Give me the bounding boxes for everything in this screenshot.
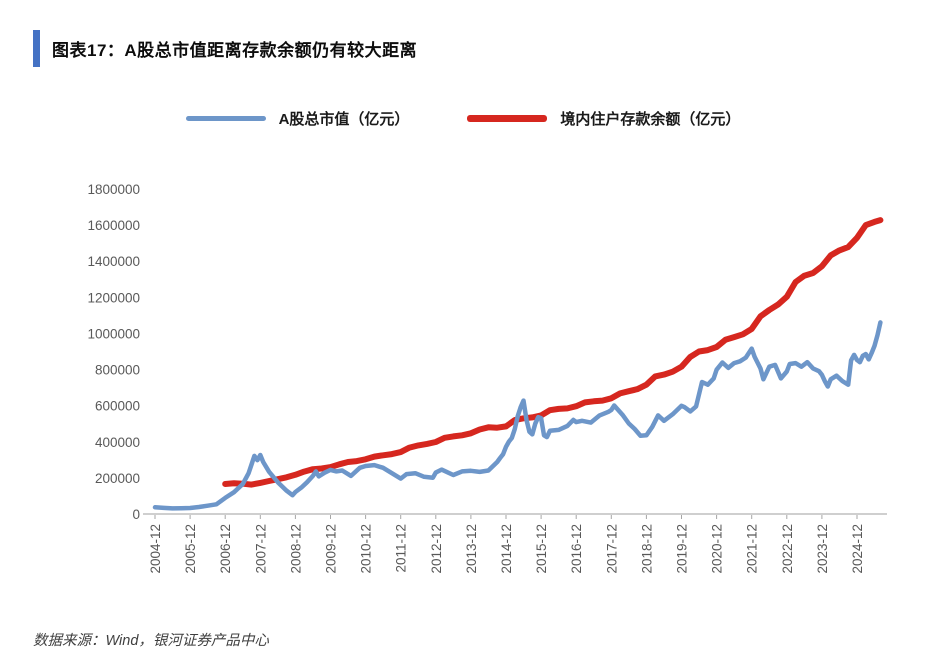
series-line-a-share-total-market-cap	[152, 320, 883, 511]
y-axis-tick-label: 600000	[95, 399, 140, 414]
chart-title-block: 图表17：A股总市值距离存款余额仍有较大距离	[33, 30, 417, 67]
y-axis-tick-label: 200000	[95, 471, 140, 486]
title-accent-bar	[33, 30, 40, 67]
x-axis-tick-label: 2004-12	[148, 524, 163, 574]
y-axis-tick-label: 1600000	[87, 218, 140, 233]
series-line-household-deposits	[222, 217, 884, 488]
y-axis-tick-label: 1000000	[87, 326, 140, 341]
y-axis-tick-label: 400000	[95, 435, 140, 450]
x-axis-tick-label: 2021-12	[745, 524, 760, 574]
x-axis-tick-label: 2009-12	[324, 524, 339, 574]
legend-label-deposits: 境内住户存款余额（亿元）	[560, 111, 741, 128]
x-axis-tick-label: 2011-12	[394, 524, 409, 573]
y-axis-tick-label: 1400000	[87, 254, 140, 269]
y-axis-tick-label: 800000	[95, 363, 140, 378]
legend-item-a-share: A股总市值（亿元）	[185, 108, 410, 129]
y-axis-tick-label: 1200000	[87, 290, 140, 305]
x-axis-tick-label: 2022-12	[780, 524, 795, 574]
y-axis-tick-label: 1800000	[87, 182, 140, 197]
x-axis-tick-label: 2010-12	[359, 524, 374, 574]
x-axis-tick-label: 2014-12	[499, 524, 514, 574]
legend-line-swatch-a-share	[185, 116, 266, 121]
x-axis-tick-label: 2012-12	[429, 524, 444, 574]
x-axis-tick-label: 2023-12	[815, 524, 830, 574]
source-note: 数据来源：Wind，银河证券产品中心	[33, 633, 269, 649]
legend-line-swatch-deposits	[467, 115, 548, 122]
x-axis-tick-label: 2020-12	[710, 524, 725, 574]
legend-label-a-share: A股总市值（亿元）	[278, 111, 410, 128]
x-axis-tick-label: 2019-12	[675, 524, 690, 574]
y-axis-tick-label: 0	[132, 507, 140, 522]
legend-item-deposits: 境内住户存款余额（亿元）	[467, 108, 740, 129]
x-axis-tick-label: 2005-12	[183, 524, 198, 574]
x-axis-tick-label: 2024-12	[850, 524, 865, 574]
chart-legend: A股总市值（亿元） 境内住户存款余额（亿元）	[0, 108, 926, 129]
x-axis-tick-label: 2007-12	[253, 524, 268, 574]
x-axis-tick-label: 2018-12	[639, 524, 654, 574]
x-axis-tick-label: 2015-12	[534, 524, 549, 574]
x-axis-tick-label: 2008-12	[288, 524, 303, 574]
chart-canvas: 0 200000 400000 600000 800000 1000000 1200000 1…	[87, 182, 887, 574]
x-axis-tick-label: 2017-12	[604, 524, 619, 574]
x-axis-tick-label: 2016-12	[569, 524, 584, 574]
x-axis-tick-label: 2013-12	[464, 524, 479, 574]
x-axis-tick-label: 2006-12	[218, 524, 233, 574]
chart-title: 图表17：A股总市值距离存款余额仍有较大距离	[52, 41, 418, 60]
